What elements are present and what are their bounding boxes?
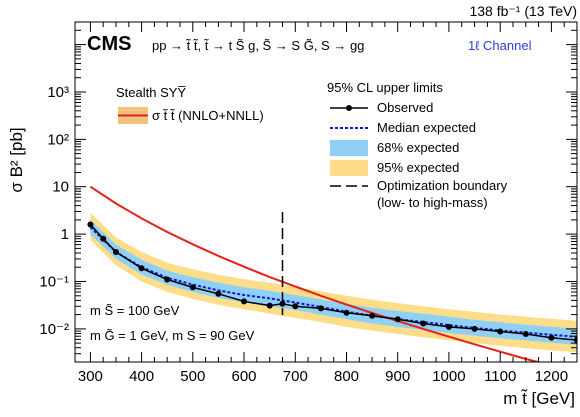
limits-legend-title: 95% CL upper limits [327,80,443,95]
y-tick-label: 10² [47,131,69,148]
observed-point [113,249,119,255]
observed-point [138,265,145,272]
observed-point [574,337,577,344]
observed-point [471,325,478,332]
x-tick-label: 800 [334,368,359,385]
observed-point [497,328,504,335]
boundary-legend-label: Optimization boundary [377,178,508,193]
x-tick-label: 300 [78,368,103,385]
x-tick-label: 1100 [484,368,516,385]
observed-point [266,302,273,309]
observed-point [279,300,286,307]
x-tick-label: 500 [180,368,205,385]
y-tick-label: 10³ [47,84,69,101]
model-label: Stealth SYY̅ [116,85,186,100]
channel-label: 1ℓ Channel [468,38,532,53]
band68-legend-swatch [330,140,368,156]
process-label: pp → t̃ t̃, t̃ → t S̃ g, S̃ → S G̃, S → … [152,38,364,53]
y-tick-label: 1 [61,226,69,243]
band-95-expected [90,212,577,353]
observed-point [100,235,107,242]
observed-point [215,290,222,297]
x-tick-label: 600 [231,368,256,385]
y-axis-label: σ B² [pb] [7,127,26,192]
observed-point [164,276,171,283]
median-expected-line [89,226,577,338]
x-axis-label: m t̃ [GeV] [503,389,575,408]
observed-legend-label: Observed [377,100,433,115]
observed-point [420,320,427,327]
observed-line [89,223,577,341]
cms-logo: CMS [87,33,131,55]
plot-frame [74,21,578,363]
observed-point [292,303,299,310]
observed-point [189,284,196,291]
plot-area [87,185,577,362]
y-tick-label: 10 [52,179,69,196]
median-legend-label: Median expected [377,120,476,135]
band95-legend-swatch [330,160,368,176]
band95-legend-label: 95% expected [377,160,459,175]
x-tick-label: 700 [283,368,308,385]
x-tick-label: 400 [129,368,154,385]
x-tick-label: 1200 [535,368,568,385]
observed-point [445,323,452,330]
x-tick-label: 900 [385,368,410,385]
theory-legend-label: σ t̃ t̃ (NNLO+NNLL) [152,108,264,123]
axes: 300 400 500 600 700 800 900 1000 1100 1200 10⁻² 10⁻… [39,21,578,385]
x-tick-label: 1000 [432,368,465,385]
observed-legend-marker [346,105,352,111]
plot-series [87,185,577,362]
observed-point [369,312,376,319]
theory-xsec-line [89,185,543,362]
lumi-label: 138 fb⁻¹ (13 TeV) [469,3,577,19]
observed-point [343,309,350,316]
y-tick-label: 10⁻¹ [39,274,69,291]
y-tick-label: 10⁻² [39,321,69,338]
observed-point [317,305,324,312]
observed-point [548,334,555,341]
observed-point [87,221,94,228]
mass-label-line2: m G̃ = 1 GeV, m S = 90 GeV [90,328,255,343]
boundary-legend-sublabel: (low- to high-mass) [377,195,488,210]
band-68-expected [90,219,577,345]
band68-legend-label: 68% expected [377,140,459,155]
observed-point [394,316,401,323]
mass-label-line1: m S̃ = 100 GeV [90,303,180,318]
observed-point [241,298,247,305]
observed-point [522,331,529,337]
